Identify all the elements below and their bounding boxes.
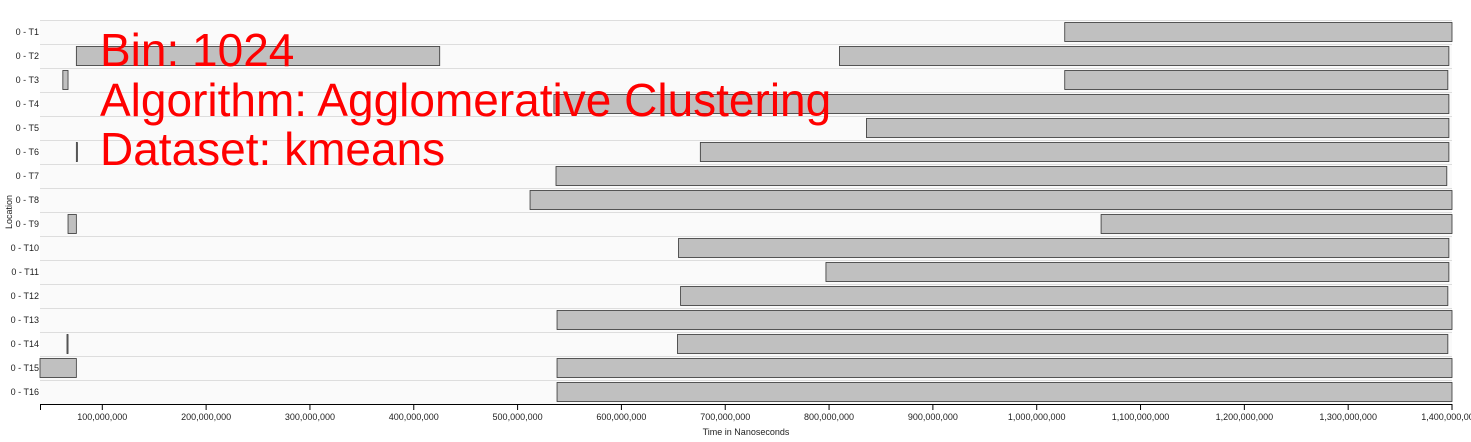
timeline-bar [699, 142, 1450, 162]
row-label: 0 - T8 [16, 195, 39, 205]
x-tick-label: 400,000,000 [389, 412, 439, 422]
x-tick-label: 100,000,000 [77, 412, 127, 422]
row-label: 0 - T3 [16, 75, 39, 85]
x-tick-label: 1,100,000,000 [1112, 412, 1170, 422]
timeline-bar [1100, 214, 1453, 234]
overlay-algorithm: Algorithm: Agglomerative Clustering [100, 74, 831, 126]
timeline-bar [553, 94, 1450, 114]
timeline-bar [556, 358, 1453, 378]
timeline-bar [680, 286, 1449, 306]
row-grid [40, 20, 1452, 381]
x-axis: 100,000,000 200,000,000 300,000,000 400,000… [40, 404, 1471, 422]
row-label: 0 - T9 [16, 219, 39, 229]
row-label: 0 - T10 [11, 243, 39, 253]
timeline-bar [67, 214, 77, 234]
timeline-bar [677, 334, 1449, 354]
row-label: 0 - T7 [16, 171, 39, 181]
timeline-bar [556, 382, 1453, 402]
row-label: 0 - T16 [11, 387, 39, 397]
row-labels: 0 - T1 0 - T2 0 - T3 0 - T4 0 - T5 0 - T6 0 - … [11, 27, 39, 397]
overlay-annotations: Bin: 1024 Algorithm: Agglomerative Clust… [100, 24, 831, 175]
timeline-bar [75, 142, 78, 162]
timeline-bar [556, 310, 1453, 330]
row-label: 0 - T6 [16, 147, 39, 157]
x-tick-label: 1,200,000,000 [1216, 412, 1274, 422]
bars-group [39, 22, 1453, 402]
row-label: 0 - T2 [16, 51, 39, 61]
x-tick-label: 600,000,000 [596, 412, 646, 422]
x-tick-label: 1,300,000,000 [1319, 412, 1377, 422]
timeline-bar [1064, 70, 1449, 90]
row-label: 0 - T5 [16, 123, 39, 133]
row-label: 0 - T15 [11, 363, 39, 373]
x-tick-label: 300,000,000 [285, 412, 335, 422]
x-tick-label: 800,000,000 [804, 412, 854, 422]
row-label: 0 - T14 [11, 339, 39, 349]
x-tick-label: 700,000,000 [700, 412, 750, 422]
row-label: 0 - T12 [11, 291, 39, 301]
row-label: 0 - T4 [16, 99, 39, 109]
timeline-bar [678, 238, 1450, 258]
timeline-bar [66, 334, 69, 354]
row-label: 0 - T13 [11, 315, 39, 325]
x-tick-label: 500,000,000 [493, 412, 543, 422]
timeline-bar [839, 46, 1450, 66]
timeline-bar [555, 166, 1448, 186]
x-tick-label: 1,400,000,000 [1421, 412, 1471, 422]
timeline-bar [62, 70, 69, 90]
timeline-bar [866, 118, 1450, 138]
overlay-dataset: Dataset: kmeans [100, 123, 445, 175]
x-tick-label: 900,000,000 [908, 412, 958, 422]
x-tick-label: 200,000,000 [181, 412, 231, 422]
overlay-bin: Bin: 1024 [100, 24, 294, 76]
x-tick-label: 1,000,000,000 [1008, 412, 1066, 422]
timeline-bar [1064, 22, 1453, 42]
row-label: 0 - T1 [16, 27, 39, 37]
timeline-bar [75, 46, 441, 66]
timeline-bar [39, 358, 77, 378]
timeline-bar [529, 190, 1453, 210]
x-axis-title: Time in Nanoseconds [703, 427, 790, 437]
timeline-bar [825, 262, 1450, 282]
row-label: 0 - T11 [11, 267, 39, 277]
y-axis-title: Location [4, 195, 14, 229]
